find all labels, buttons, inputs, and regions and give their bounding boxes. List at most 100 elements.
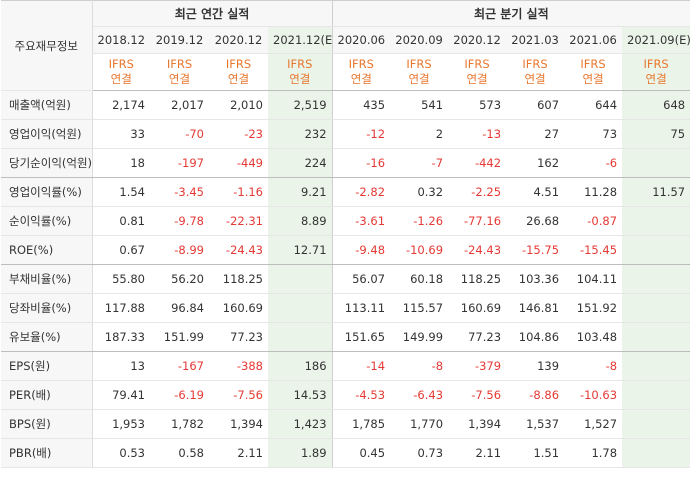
table-cell: 56.20 (150, 264, 209, 294)
consolidation-label: 연결 (408, 72, 430, 86)
table-cell: -16 (332, 148, 391, 178)
accounting-basis-header: IFRS 연결 (564, 53, 623, 91)
table-cell: 117.88 (92, 293, 150, 323)
consolidation-label: 연결 (350, 72, 372, 86)
table-cell: 607 (506, 90, 565, 120)
table-cell: 1,785 (332, 409, 391, 439)
table-body: 매출액(억원) 2,174 2,017 2,010 2,519 435 541 573 607 6… (1, 90, 691, 468)
ifrs-label: IFRS (580, 57, 606, 71)
accounting-basis-header: IFRS 연결 (390, 53, 449, 91)
table-cell: 1,394 (448, 409, 507, 439)
table-cell: 1,527 (564, 409, 623, 439)
row-label: 영업이익(억원) (1, 119, 93, 149)
row-label: BPS(원) (1, 409, 93, 439)
table-row: 매출액(억원) 2,174 2,017 2,010 2,519 435 541 573 607 6… (1, 90, 691, 120)
table-cell: 118.25 (209, 264, 268, 294)
table-cell: 644 (564, 90, 623, 120)
row-label: 당기순이익(억원) (1, 148, 93, 178)
table-cell: 103.36 (506, 264, 565, 294)
table-cell: -9.48 (332, 235, 391, 265)
table-cell: 1,537 (506, 409, 565, 439)
table-cell: 0.58 (150, 438, 209, 468)
period-header: 2018.12 (92, 26, 150, 54)
period-header: 2020.06 (332, 26, 391, 54)
table-cell: 149.99 (390, 322, 449, 352)
table-cell (268, 293, 333, 323)
row-label: 당좌비율(%) (1, 293, 93, 323)
table-cell: 2 (390, 119, 449, 149)
table-cell: -24.43 (209, 235, 268, 265)
row-label: 영업이익률(%) (1, 177, 93, 207)
table-cell: -8 (390, 351, 449, 381)
table-row: BPS(원) 1,953 1,782 1,394 1,423 1,785 1,770 1,39… (1, 409, 691, 439)
table-cell: 0.81 (92, 206, 150, 236)
table-cell (622, 322, 691, 352)
period-header-row: 2018.12 2019.12 2020.12 2021.12(E) 2020.06 20… (1, 26, 691, 54)
table-row: 순이익률(%) 0.81 -9.78 -22.31 8.89 -3.61 -1.26 -77.… (1, 206, 691, 236)
table-cell (622, 409, 691, 439)
table-cell: 435 (332, 90, 391, 120)
table-cell (268, 264, 333, 294)
ifrs-label: IFRS (643, 57, 669, 71)
consolidation-label: 연결 (582, 72, 604, 86)
table-cell (622, 351, 691, 381)
table-cell: -1.16 (209, 177, 268, 207)
table-cell: 1,394 (209, 409, 268, 439)
table-cell: -3.61 (332, 206, 391, 236)
consolidation-label: 연결 (289, 72, 311, 86)
table-cell: 1.89 (268, 438, 333, 468)
table-cell: 160.69 (209, 293, 268, 323)
table-cell: 2,519 (268, 90, 333, 120)
table-cell (622, 235, 691, 265)
table-cell: -6 (564, 148, 623, 178)
row-label: 부채비율(%) (1, 264, 93, 294)
table-cell: -10.63 (564, 380, 623, 410)
table-cell (622, 206, 691, 236)
group-header-row: 주요재무정보 최근 연간 실적 최근 분기 실적 (1, 0, 691, 91)
table-row: 당기순이익(억원) 18 -197 -449 224 -16 -7 -442 162 -6 (1, 148, 691, 178)
ifrs-label: IFRS (522, 57, 548, 71)
accounting-basis-header: IFRS 연결 (622, 53, 691, 91)
table-cell: -22.31 (209, 206, 268, 236)
table-cell: 27 (506, 119, 565, 149)
table-cell: 573 (448, 90, 507, 120)
table-cell: -8 (564, 351, 623, 381)
table-cell: 151.65 (332, 322, 391, 352)
table-cell: 224 (268, 148, 333, 178)
table-cell: 104.86 (506, 322, 565, 352)
table-cell: 1.54 (92, 177, 150, 207)
table-cell: 2.11 (448, 438, 507, 468)
table-cell: 13 (92, 351, 150, 381)
row-label-header: 주요재무정보 (1, 0, 93, 91)
row-label: 유보율(%) (1, 322, 93, 352)
table-cell: -167 (150, 351, 209, 381)
period-header: 2020.12 (209, 26, 268, 54)
period-header: 2021.12(E) (268, 26, 333, 54)
consolidation-label: 연결 (227, 72, 250, 86)
table-cell: 187.33 (92, 322, 150, 352)
table-cell: -442 (448, 148, 507, 178)
table-cell: -15.45 (564, 235, 623, 265)
table-cell: 160.69 (448, 293, 507, 323)
table-row: PER(배) 79.41 -6.19 -7.56 14.53 -4.53 -6.43 -7.5… (1, 380, 691, 410)
table-cell: 12.71 (268, 235, 333, 265)
table-cell: 1,423 (268, 409, 333, 439)
table-cell: 115.57 (390, 293, 449, 323)
table-cell: 541 (390, 90, 449, 120)
table-cell: 232 (268, 119, 333, 149)
table-cell: 96.84 (150, 293, 209, 323)
ifrs-label: IFRS (406, 57, 432, 71)
table-cell: 11.57 (622, 177, 691, 207)
table-cell: -379 (448, 351, 507, 381)
table-cell: 0.53 (92, 438, 150, 468)
table-cell: 9.21 (268, 177, 333, 207)
ifrs-label: IFRS (464, 57, 490, 71)
table-cell: 33 (92, 119, 150, 149)
table-cell (622, 148, 691, 178)
table-cell: 2,017 (150, 90, 209, 120)
table-cell: 1,782 (150, 409, 209, 439)
table-cell: -7.56 (209, 380, 268, 410)
table-cell: -14 (332, 351, 391, 381)
table-row: EPS(원) 13 -167 -388 186 -14 -8 -379 139 -8 (1, 351, 691, 381)
table-cell: 139 (506, 351, 565, 381)
